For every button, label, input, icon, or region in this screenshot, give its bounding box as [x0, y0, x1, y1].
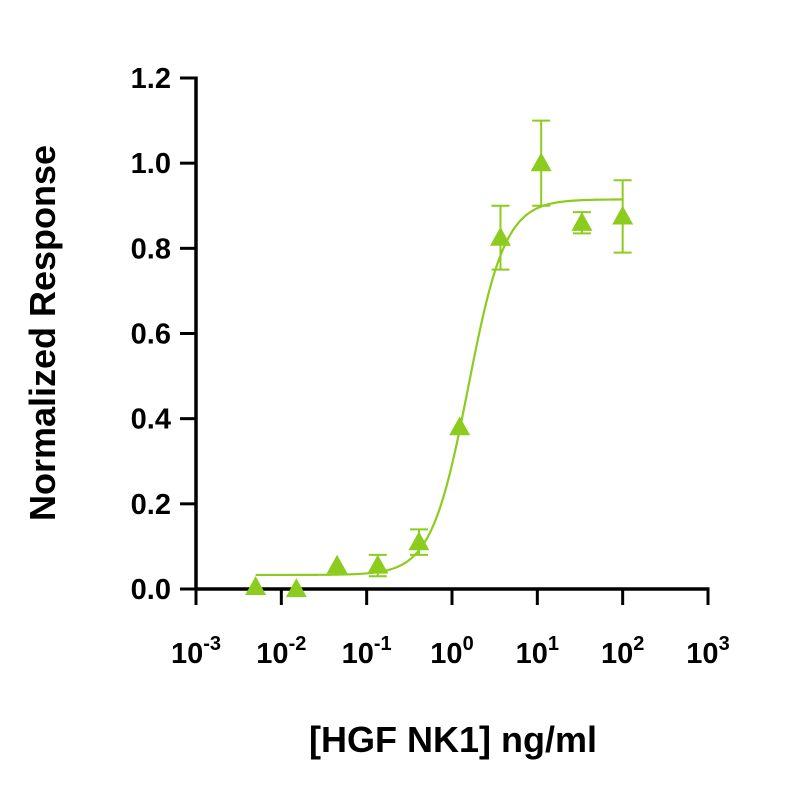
- data-point: [489, 226, 511, 246]
- data-point: [285, 578, 307, 598]
- data-point: [449, 416, 471, 436]
- y-tick-label: 1.2: [131, 63, 171, 95]
- x-tick-label: 10-1: [342, 633, 392, 670]
- data-point: [326, 554, 348, 574]
- y-tick-label: 0.6: [131, 319, 171, 351]
- x-tick-label: 101: [516, 633, 559, 670]
- y-axis: 0.0 0.2 0.4 0.6 0.8 1.0 1.2: [131, 63, 198, 606]
- data-point: [245, 576, 267, 595]
- x-axis: 10-3 10-2 10-1 100 101 102 103: [171, 587, 730, 670]
- x-tick-label: 103: [686, 633, 729, 670]
- y-tick-label: 0.0: [131, 574, 171, 606]
- data-point: [367, 554, 389, 574]
- data-point: [612, 205, 634, 225]
- fit-curve: [255, 198, 623, 577]
- data-point: [408, 531, 430, 551]
- x-axis-title: [HGF NK1] ng/ml: [309, 719, 597, 760]
- x-tick-label: 100: [430, 633, 473, 670]
- y-tick-label: 0.4: [131, 404, 171, 436]
- x-tick-label: 10-2: [256, 633, 306, 670]
- y-tick-label: 0.2: [131, 489, 171, 521]
- y-axis-title: Normalized Response: [22, 145, 63, 521]
- y-tick-label: 1.0: [131, 148, 171, 180]
- data-point: [530, 152, 552, 172]
- y-tick-label: 0.8: [131, 233, 171, 265]
- x-tick-label: 10-3: [171, 633, 221, 670]
- data-point: [571, 211, 593, 231]
- plot-area: [245, 119, 634, 598]
- x-tick-label: 102: [601, 633, 644, 670]
